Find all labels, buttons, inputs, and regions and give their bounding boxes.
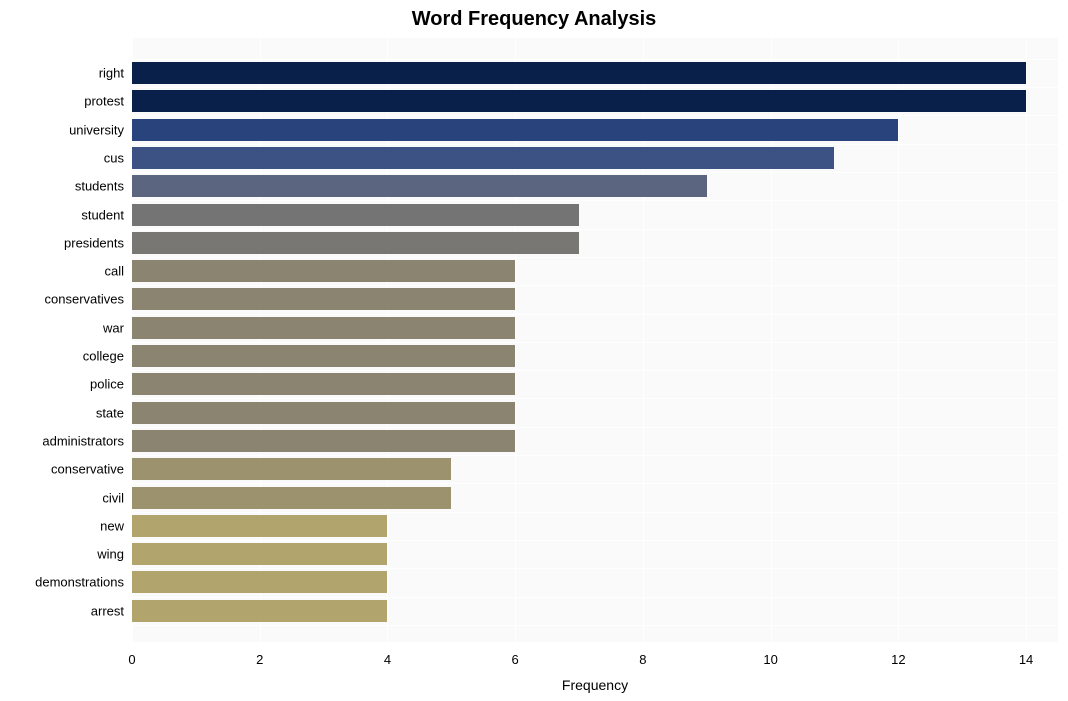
bar [132, 260, 515, 282]
row-line [132, 144, 1058, 145]
bar [132, 600, 387, 622]
y-tick-label: students [75, 179, 124, 194]
chart-title: Word Frequency Analysis [0, 8, 1068, 31]
grid-line [1026, 38, 1027, 642]
x-tick-label: 12 [891, 652, 905, 667]
bar [132, 571, 387, 593]
bar [132, 402, 515, 424]
row-line [132, 115, 1058, 116]
bar [132, 232, 579, 254]
row-line [132, 427, 1058, 428]
y-tick-label: conservatives [45, 292, 124, 307]
y-tick-label: conservative [51, 462, 124, 477]
row-line [132, 455, 1058, 456]
bar [132, 204, 579, 226]
y-tick-label: right [99, 66, 124, 81]
x-axis-label: Frequency [562, 677, 628, 693]
row-line [132, 172, 1058, 173]
row-line [132, 229, 1058, 230]
row-line [132, 200, 1058, 201]
row-line [132, 370, 1058, 371]
row-line [132, 314, 1058, 315]
row-line [132, 87, 1058, 88]
y-tick-label: new [100, 518, 124, 533]
y-tick-label: protest [84, 94, 124, 109]
y-tick-label: university [69, 122, 124, 137]
y-tick-label: call [104, 264, 124, 279]
row-line [132, 512, 1058, 513]
y-tick-label: wing [97, 547, 124, 562]
y-tick-label: arrest [91, 603, 124, 618]
row-line [132, 597, 1058, 598]
y-tick-label: civil [102, 490, 124, 505]
row-line [132, 540, 1058, 541]
y-tick-label: police [90, 377, 124, 392]
x-tick-label: 6 [512, 652, 519, 667]
bar [132, 430, 515, 452]
plot-area: Frequency 02468101214rightprotestunivers… [132, 38, 1058, 642]
y-tick-label: college [83, 349, 124, 364]
row-line [132, 568, 1058, 569]
bar [132, 458, 451, 480]
bar [132, 345, 515, 367]
y-tick-label: student [81, 207, 124, 222]
bar [132, 317, 515, 339]
y-tick-label: demonstrations [35, 575, 124, 590]
row-line [132, 257, 1058, 258]
y-tick-label: presidents [64, 235, 124, 250]
row-line [132, 59, 1058, 60]
bar [132, 515, 387, 537]
grid-line [898, 38, 899, 642]
bar [132, 288, 515, 310]
bar [132, 147, 834, 169]
row-line [132, 342, 1058, 343]
x-tick-label: 8 [639, 652, 646, 667]
x-tick-label: 14 [1019, 652, 1033, 667]
y-tick-label: war [103, 320, 124, 335]
x-tick-label: 0 [128, 652, 135, 667]
x-tick-label: 4 [384, 652, 391, 667]
y-tick-label: state [96, 405, 124, 420]
chart-container: Word Frequency Analysis Frequency 024681… [0, 0, 1068, 701]
bar [132, 175, 707, 197]
y-tick-label: cus [104, 150, 124, 165]
row-line [132, 398, 1058, 399]
bar [132, 119, 898, 141]
x-tick-label: 10 [763, 652, 777, 667]
bar [132, 90, 1026, 112]
bar [132, 543, 387, 565]
bar [132, 373, 515, 395]
row-line [132, 483, 1058, 484]
bar [132, 487, 451, 509]
x-tick-label: 2 [256, 652, 263, 667]
y-tick-label: administrators [42, 433, 124, 448]
bar [132, 62, 1026, 84]
row-line [132, 285, 1058, 286]
row-line [132, 625, 1058, 626]
